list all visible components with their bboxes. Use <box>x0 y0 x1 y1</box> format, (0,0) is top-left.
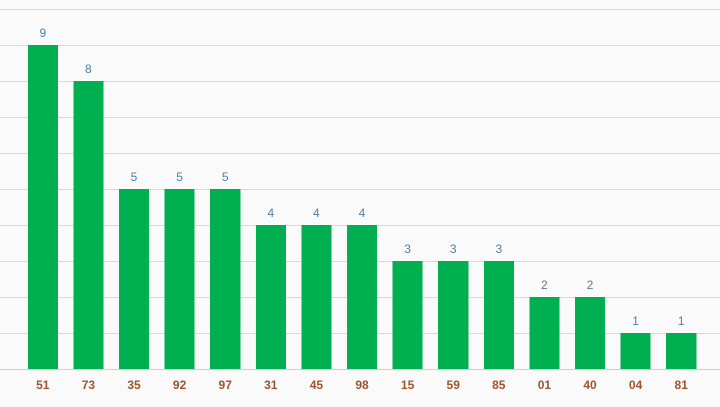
x-tick-label-73: 73 <box>82 378 96 392</box>
x-tick-labels: 51 73 35 92 97 31 45 98 15 59 85 01 40 04 81 <box>36 378 688 392</box>
bar-97 <box>210 189 241 369</box>
bar-85 <box>483 261 514 369</box>
bar-01 <box>529 297 560 369</box>
data-label-59: 3 <box>450 242 457 256</box>
data-label-98: 4 <box>359 206 366 220</box>
data-label-31: 4 <box>267 206 274 220</box>
data-label-51: 9 <box>39 26 46 40</box>
x-tick-label-98: 98 <box>355 378 369 392</box>
data-label-15: 3 <box>404 242 411 256</box>
x-tick-label-81: 81 <box>675 378 689 392</box>
bar-51 <box>27 45 58 369</box>
x-tick-label-40: 40 <box>583 378 597 392</box>
bar-45 <box>301 225 332 369</box>
x-tick-label-45: 45 <box>310 378 324 392</box>
data-label-92: 5 <box>176 170 183 184</box>
data-label-45: 4 <box>313 206 320 220</box>
bar-81 <box>666 333 697 369</box>
x-tick-label-31: 31 <box>264 378 278 392</box>
x-tick-label-51: 51 <box>36 378 50 392</box>
bar-40 <box>574 297 606 369</box>
bar-35 <box>118 189 150 369</box>
bar-31 <box>255 225 286 369</box>
data-labels: 9 8 5 5 5 4 4 4 3 3 3 2 2 1 1 <box>39 26 684 328</box>
x-tick-label-92: 92 <box>173 378 187 392</box>
data-label-73: 8 <box>85 62 92 76</box>
bar-59 <box>438 261 469 369</box>
x-tick-label-04: 04 <box>629 378 643 392</box>
x-tick-label-35: 35 <box>127 378 141 392</box>
x-tick-label-97: 97 <box>219 378 233 392</box>
x-tick-label-15: 15 <box>401 378 415 392</box>
bar-98 <box>346 225 378 369</box>
x-tick-label-59: 59 <box>447 378 461 392</box>
bars <box>27 45 697 369</box>
data-label-04: 1 <box>632 314 639 328</box>
x-tick-label-01: 01 <box>538 378 552 392</box>
data-label-85: 3 <box>495 242 502 256</box>
bar-15 <box>392 261 423 369</box>
bar-73 <box>73 81 104 369</box>
bar-92 <box>164 189 195 369</box>
data-label-81: 1 <box>678 314 685 328</box>
data-label-40: 2 <box>587 278 594 292</box>
bar-04 <box>620 333 651 369</box>
data-label-35: 5 <box>131 170 138 184</box>
data-label-97: 5 <box>222 170 229 184</box>
data-label-01: 2 <box>541 278 548 292</box>
x-tick-label-85: 85 <box>492 378 506 392</box>
